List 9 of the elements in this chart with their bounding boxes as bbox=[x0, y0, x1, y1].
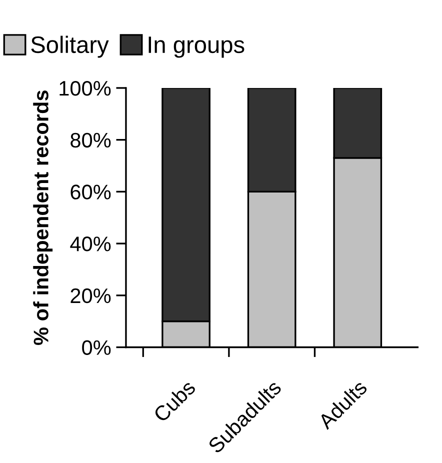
y-tick-label: 60% bbox=[70, 184, 111, 200]
y-tick-label: 80% bbox=[70, 132, 111, 148]
legend-label: In groups bbox=[148, 36, 244, 58]
y-tick-label: 40% bbox=[70, 236, 111, 252]
y-tick-label: 20% bbox=[70, 288, 111, 304]
y-tick-label: 100% bbox=[60, 80, 111, 96]
y-axis-title: % of independent records bbox=[33, 90, 53, 345]
y-tick-label: 0% bbox=[82, 340, 111, 356]
legend-label: Solitary bbox=[31, 36, 109, 58]
